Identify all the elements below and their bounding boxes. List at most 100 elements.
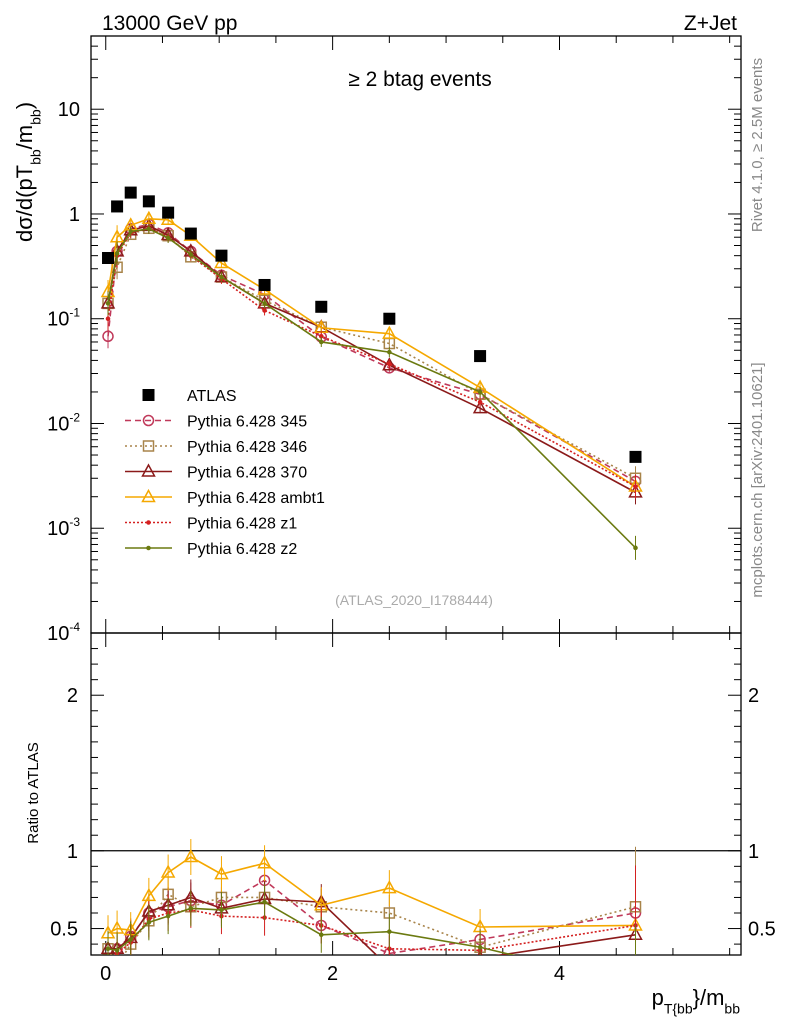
ratio-point (146, 920, 152, 925)
mcplots-label: mcplots.cern.ch [arXiv:2401.10621] (749, 362, 766, 597)
y-tick-label: 1 (69, 204, 80, 226)
ratio-point (387, 929, 392, 934)
legend-marker-pythia-6-428-346 (142, 440, 155, 452)
data-point (141, 210, 157, 225)
ratio-y-tick-label: 0.5 (50, 919, 78, 941)
data-point (633, 484, 638, 489)
data-point (114, 251, 120, 256)
ratio-line-pythia-6-428-z1 (114, 909, 636, 955)
data-point (160, 211, 176, 226)
ratio-point (165, 913, 171, 919)
ratio-point (382, 880, 397, 894)
legend-label-pythia-6-428-ambt1: Pythia 6.428 ambt1 (187, 490, 325, 507)
data-point (102, 330, 114, 343)
data-point (387, 349, 392, 355)
data-point (262, 308, 267, 313)
series-pythia-6-428-z1 (105, 223, 638, 499)
atlas-data-point (184, 227, 197, 240)
x-axis-ticks: 0 2 4 (100, 36, 731, 985)
data-point (382, 325, 397, 339)
y-tick-label: 10-2 (47, 410, 80, 435)
series-pythia-6-428-z2 (105, 223, 638, 560)
legend-marker-pythia-6-428-370 (141, 463, 156, 477)
series-pythia-6-428-370 (100, 217, 643, 505)
y-tick-label: 10 (58, 99, 80, 121)
ratio-point (383, 961, 395, 972)
ratio-point (262, 899, 267, 905)
ratio-y-tick-label-right: 2 (748, 685, 759, 707)
legend-marker-pythia-6-428-z1 (146, 520, 151, 525)
y-tick-label: 10-1 (47, 306, 80, 331)
ratio-point (477, 944, 483, 950)
atlas-data-point (111, 200, 124, 213)
ratio-y-tick-label: 1 (67, 841, 78, 863)
atlas-data-point (162, 206, 175, 219)
data-point (387, 361, 392, 367)
data-point (477, 389, 483, 395)
ratio-point (183, 848, 199, 863)
data-point (214, 254, 229, 269)
legend: ATLAS Pythia 6.428 345 Pythia 6.428 346 Pyt… (125, 388, 325, 558)
main-axis-ticks: 1 10 10-4 10-3 10-2 10-1 (47, 35, 741, 645)
ratio-point (219, 907, 224, 913)
data-point (188, 252, 194, 257)
legend-marker-pythia-6-428-ambt1 (141, 488, 156, 503)
legend-label-pythia-6-428-345: Pythia 6.428 345 (187, 414, 307, 431)
data-point (165, 235, 171, 241)
data-point (472, 400, 488, 414)
ratio-series-pythia-6-428-z2 (105, 884, 638, 987)
ratio-y-tick-label-right: 0.5 (748, 919, 776, 941)
ratio-point (112, 961, 122, 971)
data-point (128, 229, 134, 234)
ratio-point (105, 946, 111, 952)
legend-label-atlas: ATLAS (187, 388, 237, 405)
ratio-point (257, 855, 272, 869)
ratio-frame (90, 632, 742, 956)
data-point (477, 399, 483, 405)
legend-marker-atlas (142, 389, 155, 401)
ratio-point (141, 887, 157, 902)
atlas-data-point (215, 249, 228, 262)
atlas-data-point (383, 312, 396, 325)
ratio-point (634, 983, 638, 987)
ratio-point (318, 932, 324, 938)
energy-label: 13000 GeV pp (102, 12, 237, 35)
atlas-data-point (124, 186, 137, 199)
data-point (105, 316, 111, 322)
x-axis-label: pT{bb}/mbb (652, 985, 741, 1016)
ratio-line-pythia-6-428-ambt1 (107, 856, 636, 934)
ratio-point (160, 864, 176, 878)
x-tick-label: 4 (554, 963, 565, 985)
atlas-data-point (315, 300, 328, 313)
ratio-plot (100, 839, 643, 987)
main-plot (100, 186, 643, 560)
rivet-label: Rivet 4.1.0, ≥ 2.5M events (749, 58, 766, 232)
y-tick-label: 10-4 (47, 620, 80, 645)
atlas-data-point (474, 350, 487, 363)
data-point (219, 274, 224, 280)
series-line-pythia-6-428-ambt1 (107, 217, 636, 488)
series-line-pythia-6-428-z2 (107, 228, 637, 549)
ratio-point (214, 866, 229, 880)
data-point (633, 545, 638, 551)
ratio-point (128, 937, 134, 942)
legend-label-pythia-6-428-z2: Pythia 6.428 z2 (187, 541, 297, 558)
x-tick-label: 0 (100, 963, 111, 985)
process-label: Z+Jet (684, 12, 737, 35)
atlas-data-point (102, 251, 115, 264)
data-point (146, 226, 152, 232)
atlas-data-point (258, 278, 271, 291)
legend-label-pythia-6-428-346: Pythia 6.428 346 (187, 439, 307, 456)
data-point (262, 301, 267, 306)
ratio-axis-ticks: 0.5 0.5 1 1 2 2 (50, 648, 776, 945)
ratio-point (114, 948, 120, 953)
legend-label-pythia-6-428-370: Pythia 6.428 370 (187, 465, 307, 482)
legend-marker-pythia-6-428-z2 (146, 545, 151, 551)
legend-marker-pythia-6-428-345 (142, 414, 155, 427)
ratio-line-pythia-6-428-345 (114, 879, 636, 955)
series-atlas (102, 186, 642, 463)
atlas-data-point (142, 195, 155, 208)
analysis-label: (ATLAS_2020_I1788444) (335, 592, 493, 608)
legend-label-pythia-6-428-z1: Pythia 6.428 z1 (187, 516, 297, 533)
